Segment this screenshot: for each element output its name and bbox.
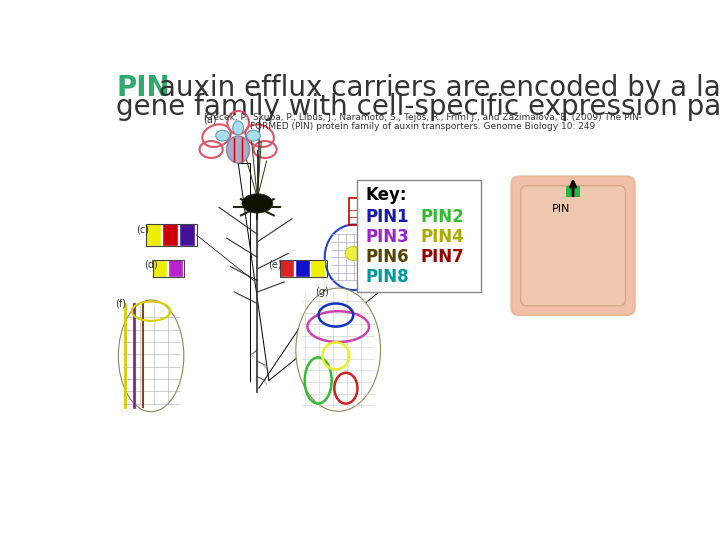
FancyBboxPatch shape <box>511 177 634 315</box>
Ellipse shape <box>118 300 184 411</box>
Text: PIN: PIN <box>552 204 570 214</box>
Bar <box>179 224 195 246</box>
Bar <box>357 180 481 292</box>
Text: Krecek, P., Skupa, P., Libus, J., Naramoto, S., Tejos, R., Friml J., and Zazimal: Krecek, P., Skupa, P., Libus, J., Naramo… <box>204 112 642 122</box>
Text: auxin efflux carriers are encoded by a large: auxin efflux carriers are encoded by a l… <box>150 74 720 102</box>
Bar <box>311 260 325 276</box>
Text: (e): (e) <box>268 260 282 269</box>
Text: PIN3: PIN3 <box>365 228 409 246</box>
Text: (f): (f) <box>115 298 126 308</box>
Ellipse shape <box>233 121 243 135</box>
Text: PIN4: PIN4 <box>420 228 464 246</box>
Text: PIN7: PIN7 <box>420 248 464 266</box>
Bar <box>281 260 294 276</box>
Ellipse shape <box>296 288 381 411</box>
Bar <box>296 260 310 276</box>
Ellipse shape <box>216 130 230 141</box>
Text: (d): (d) <box>144 260 158 269</box>
Text: (c): (c) <box>137 224 150 234</box>
Ellipse shape <box>246 130 261 141</box>
Bar <box>281 260 327 276</box>
Bar <box>153 260 184 276</box>
Bar <box>145 224 197 246</box>
Text: (g): (g) <box>315 287 329 296</box>
Text: PIN8: PIN8 <box>365 268 409 286</box>
Text: gene family with cell-specific expression patterns: gene family with cell-specific expressio… <box>117 92 720 120</box>
Text: Key:: Key: <box>365 186 407 205</box>
Bar <box>145 224 161 246</box>
Ellipse shape <box>227 136 250 163</box>
Text: PIN1: PIN1 <box>365 208 409 226</box>
Text: PIN: PIN <box>117 74 170 102</box>
Ellipse shape <box>345 247 362 260</box>
Text: (a): (a) <box>204 115 217 125</box>
Ellipse shape <box>242 194 273 213</box>
Text: PIN2: PIN2 <box>420 208 464 226</box>
Text: PIN6: PIN6 <box>365 248 409 266</box>
Bar <box>163 224 178 246</box>
Bar <box>566 186 572 197</box>
Ellipse shape <box>325 225 382 290</box>
Bar <box>574 186 580 197</box>
Text: (b): (b) <box>363 210 377 220</box>
Bar <box>153 260 167 276</box>
Bar <box>168 260 183 276</box>
Text: FORMED (PIN) protein family of auxin transporters. Genome Biology 10: 249: FORMED (PIN) protein family of auxin tra… <box>251 122 595 131</box>
FancyBboxPatch shape <box>521 186 626 306</box>
